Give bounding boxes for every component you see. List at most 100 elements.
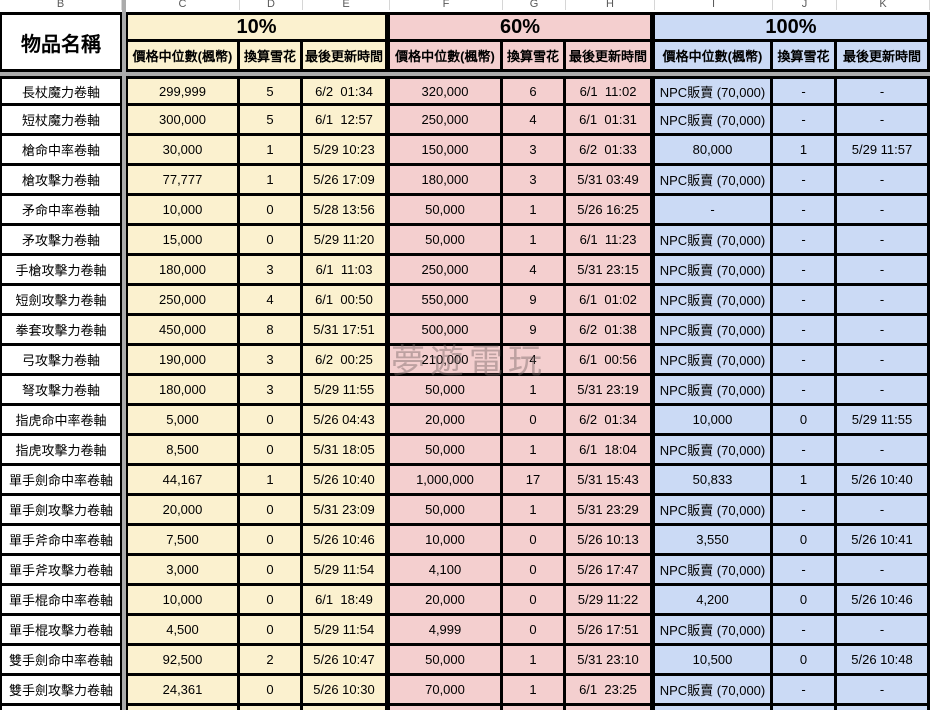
snowflake-100pct-cell[interactable]: 0 (773, 586, 837, 616)
snowflake-60pct-cell[interactable]: 4 (503, 256, 566, 286)
updated-100pct-cell[interactable]: 5/26 10:40 (837, 466, 930, 496)
snowflake-100pct-cell[interactable]: - (773, 166, 837, 196)
snowflake-10pct-cell[interactable]: 0 (240, 496, 303, 526)
price-60pct-cell[interactable]: 50,000 (390, 496, 503, 526)
updated-10pct-cell[interactable] (303, 706, 390, 710)
price-60pct-cell[interactable]: 4,999 (390, 616, 503, 646)
price-60pct-cell[interactable]: 500,000 (390, 316, 503, 346)
freeze-pane-divider-segment[interactable] (122, 76, 126, 106)
snowflake-10pct-cell[interactable]: 0 (240, 676, 303, 706)
updated-100pct-cell[interactable]: 5/26 10:41 (837, 526, 930, 556)
freeze-pane-divider-segment[interactable] (122, 346, 126, 376)
price-60pct-cell[interactable]: 20,000 (390, 406, 503, 436)
updated-100pct-cell[interactable]: - (837, 556, 930, 586)
updated-60pct-cell[interactable]: 6/1 01:31 (566, 106, 655, 136)
updated-10pct-cell[interactable]: 6/2 00:25 (303, 346, 390, 376)
snowflake-100pct-cell[interactable]: 0 (773, 526, 837, 556)
freeze-pane-divider-segment[interactable] (122, 0, 126, 12)
price-10pct-cell[interactable]: 8,500 (126, 436, 240, 466)
item-name-cell[interactable]: 單手斧命中率卷軸 (0, 526, 122, 556)
updated-60pct-cell[interactable]: 5/31 15:43 (566, 466, 655, 496)
updated-10pct-cell[interactable]: 5/29 11:54 (303, 556, 390, 586)
price-100pct-cell[interactable]: 50,833 (655, 466, 773, 496)
updated-10pct-cell[interactable]: 5/31 17:51 (303, 316, 390, 346)
price-60pct-cell[interactable]: 50,000 (390, 376, 503, 406)
item-name-cell[interactable]: 單手劍命中率卷軸 (0, 466, 122, 496)
group-header-100pct[interactable]: 100% (655, 12, 930, 42)
item-name-header-cell[interactable]: 物品名稱 (0, 12, 122, 72)
price-60pct-cell[interactable]: 320,000 (390, 76, 503, 106)
freeze-pane-divider-segment[interactable] (122, 466, 126, 496)
price-60pct-cell[interactable]: 210,000 (390, 346, 503, 376)
price-60pct-cell[interactable]: 250,000 (390, 256, 503, 286)
freeze-pane-divider-segment[interactable] (122, 646, 126, 676)
price-100pct-cell[interactable]: 10,000 (655, 406, 773, 436)
snowflake-10pct-cell[interactable]: 0 (240, 406, 303, 436)
item-name-cell[interactable]: 拳套攻擊力卷軸 (0, 316, 122, 346)
price-100pct-cell[interactable]: NPC販賣 (70,000) (655, 256, 773, 286)
updated-10pct-cell[interactable]: 5/29 11:20 (303, 226, 390, 256)
price-10pct-cell[interactable]: 4,500 (126, 616, 240, 646)
snowflake-60pct-cell[interactable]: 1 (503, 646, 566, 676)
snowflake-100pct-cell[interactable]: - (773, 436, 837, 466)
price-60pct-cell[interactable]: 250,000 (390, 106, 503, 136)
price-10pct-cell[interactable]: 180,000 (126, 376, 240, 406)
snowflake-10pct-cell[interactable]: 8 (240, 316, 303, 346)
price-100pct-cell[interactable]: - (655, 196, 773, 226)
column-header-f[interactable]: F (390, 0, 503, 10)
price-100pct-cell[interactable]: NPC販賣 (70,000) (655, 436, 773, 466)
freeze-pane-divider-segment[interactable] (122, 406, 126, 436)
subheader-updated-60pct[interactable]: 最後更新時間 (566, 42, 655, 72)
snowflake-10pct-cell[interactable]: 0 (240, 196, 303, 226)
price-60pct-cell[interactable]: 550,000 (390, 286, 503, 316)
updated-60pct-cell[interactable]: 5/26 16:25 (566, 196, 655, 226)
price-60pct-cell[interactable]: 10,000 (390, 526, 503, 556)
updated-10pct-cell[interactable]: 5/29 10:23 (303, 136, 390, 166)
snowflake-10pct-cell[interactable]: 0 (240, 616, 303, 646)
price-10pct-cell[interactable]: 44,167 (126, 466, 240, 496)
price-10pct-cell[interactable]: 300,000 (126, 106, 240, 136)
snowflake-100pct-cell[interactable]: - (773, 556, 837, 586)
freeze-pane-divider-segment[interactable] (122, 676, 126, 706)
snowflake-60pct-cell[interactable]: 1 (503, 496, 566, 526)
snowflake-60pct-cell[interactable]: 1 (503, 436, 566, 466)
updated-10pct-cell[interactable]: 5/31 23:09 (303, 496, 390, 526)
column-header-e[interactable]: E (303, 0, 390, 10)
price-60pct-cell[interactable]: 50,000 (390, 436, 503, 466)
updated-60pct-cell[interactable]: 5/26 17:47 (566, 556, 655, 586)
updated-100pct-cell[interactable]: - (837, 256, 930, 286)
snowflake-100pct-cell[interactable]: 1 (773, 136, 837, 166)
snowflake-10pct-cell[interactable]: 0 (240, 436, 303, 466)
updated-100pct-cell[interactable]: - (837, 166, 930, 196)
updated-60pct-cell[interactable]: 5/31 23:10 (566, 646, 655, 676)
column-header-g[interactable]: G (503, 0, 566, 10)
updated-100pct-cell[interactable]: - (837, 496, 930, 526)
updated-10pct-cell[interactable]: 5/28 13:56 (303, 196, 390, 226)
price-60pct-cell[interactable]: 50,000 (390, 196, 503, 226)
item-name-cell[interactable]: 短劍攻擊力卷軸 (0, 286, 122, 316)
column-header-j[interactable]: J (773, 0, 837, 10)
snowflake-10pct-cell[interactable]: 5 (240, 76, 303, 106)
subheader-price-60pct[interactable]: 價格中位數(楓幣) (390, 42, 503, 72)
column-header-h[interactable]: H (566, 0, 655, 10)
updated-100pct-cell[interactable]: - (837, 436, 930, 466)
updated-100pct-cell[interactable]: 5/26 10:48 (837, 646, 930, 676)
updated-60pct-cell[interactable]: 6/2 01:33 (566, 136, 655, 166)
snowflake-60pct-cell[interactable]: 9 (503, 316, 566, 346)
snowflake-100pct-cell[interactable]: - (773, 376, 837, 406)
freeze-pane-divider-segment[interactable] (122, 226, 126, 256)
updated-100pct-cell[interactable]: - (837, 676, 930, 706)
item-name-cell[interactable] (0, 706, 122, 710)
price-10pct-cell[interactable]: 15,000 (126, 226, 240, 256)
item-name-cell[interactable]: 指虎攻擊力卷軸 (0, 436, 122, 466)
updated-10pct-cell[interactable]: 6/1 00:50 (303, 286, 390, 316)
updated-10pct-cell[interactable]: 5/26 17:09 (303, 166, 390, 196)
snowflake-10pct-cell[interactable]: 2 (240, 646, 303, 676)
updated-60pct-cell[interactable]: 6/1 18:04 (566, 436, 655, 466)
updated-10pct-cell[interactable]: 6/1 12:57 (303, 106, 390, 136)
updated-100pct-cell[interactable]: - (837, 226, 930, 256)
subheader-updated-100pct[interactable]: 最後更新時間 (837, 42, 930, 72)
price-60pct-cell[interactable]: 70,000 (390, 676, 503, 706)
price-10pct-cell[interactable]: 5,000 (126, 406, 240, 436)
freeze-pane-divider-horizontal[interactable] (0, 72, 930, 76)
